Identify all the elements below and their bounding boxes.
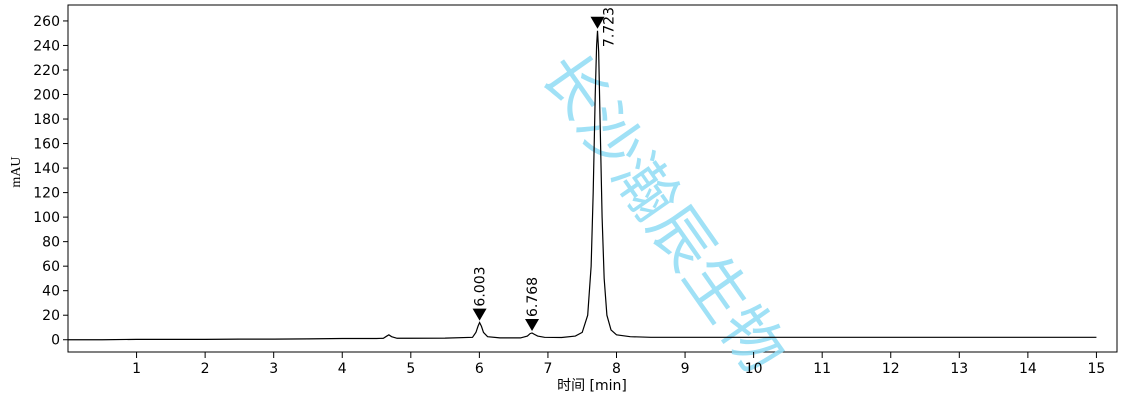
x-tick-label: 8: [612, 361, 621, 377]
y-tick-label: 40: [42, 284, 60, 300]
x-tick-label: 14: [1019, 361, 1037, 377]
x-tick-label: 2: [201, 361, 210, 377]
y-tick-label: 240: [33, 38, 60, 54]
y-tick-label: 80: [42, 235, 60, 251]
y-tick-label: 160: [33, 137, 60, 153]
y-tick-label: 180: [33, 112, 60, 128]
x-tick-label: 11: [813, 361, 831, 377]
x-tick-label: 15: [1088, 361, 1106, 377]
y-tick-label: 0: [51, 333, 60, 349]
peak-label: 7.723: [602, 7, 618, 47]
y-tick-label: 140: [33, 161, 60, 177]
x-tick-label: 7: [543, 361, 552, 377]
peak-label: 6.768: [525, 277, 541, 317]
peak-marker: [472, 308, 487, 321]
watermark: 长沙瀚辰生物: [527, 39, 800, 386]
peak-label: 6.003: [473, 266, 489, 306]
y-tick-label: 220: [33, 63, 60, 79]
peak-marker: [525, 318, 540, 331]
y-tick-label: 200: [33, 88, 60, 104]
y-tick-label: 260: [33, 14, 60, 30]
trace: [68, 30, 1097, 341]
x-tick-label: 1: [132, 361, 141, 377]
x-tick-label: 6: [475, 361, 484, 377]
x-tick-label: 5: [406, 361, 415, 377]
peak-marker: [590, 16, 605, 29]
x-tick-label: 3: [269, 361, 278, 377]
x-tick-label: 9: [681, 361, 690, 377]
x-tick-label: 10: [745, 361, 763, 377]
y-tick-label: 20: [42, 308, 60, 324]
plot-frame: [67, 4, 1118, 353]
x-tick-label: 12: [882, 361, 900, 377]
x-tick-label: 4: [338, 361, 347, 377]
x-tick-label: 13: [950, 361, 968, 377]
y-tick-label: 100: [33, 210, 60, 226]
y-tick-label: 120: [33, 186, 60, 202]
y-tick-label: 60: [42, 259, 60, 275]
x-axis-label: 时间 [min]: [557, 378, 627, 394]
y-axis-label: mAU: [9, 156, 24, 187]
